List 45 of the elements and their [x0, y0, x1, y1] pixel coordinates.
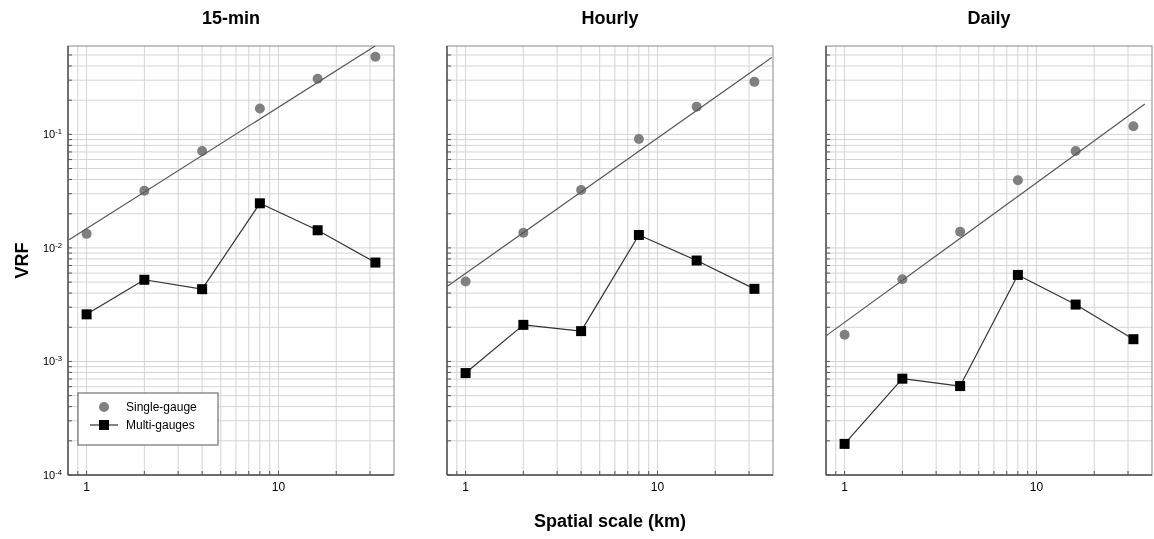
y-axis-title: VRF	[12, 242, 32, 279]
x-tick-label: 10	[271, 480, 286, 494]
point	[633, 229, 644, 240]
x-tick-label: 1	[462, 480, 470, 494]
point	[197, 284, 208, 295]
point	[1012, 269, 1023, 280]
y-tick-label: 10$^{-3}$	[42, 353, 62, 368]
point	[1128, 334, 1139, 345]
point	[518, 319, 529, 330]
point	[370, 51, 381, 62]
point	[1070, 299, 1081, 310]
point	[81, 309, 92, 320]
point	[633, 134, 644, 145]
point	[839, 438, 850, 449]
x-tick-label: 1	[83, 480, 91, 494]
point	[691, 255, 702, 266]
y-tick-label: 10$^{-2}$	[42, 240, 62, 254]
x-tick-label: 1	[841, 480, 849, 494]
point	[460, 276, 471, 287]
y-tick-label: 10$^{-1}$	[42, 126, 62, 141]
point	[749, 283, 760, 294]
x-tick-label: 10	[650, 480, 665, 494]
point	[81, 228, 92, 239]
y-tick-label: 10$^{-4}$	[42, 467, 63, 481]
legend-label: Single-gauge	[126, 400, 198, 414]
point	[254, 198, 265, 209]
point	[897, 373, 908, 384]
point	[1012, 175, 1023, 186]
x-axis-title: Spatial scale (km)	[533, 511, 687, 531]
chart-title: Daily	[967, 8, 1011, 28]
point	[839, 329, 850, 340]
point	[139, 274, 150, 285]
chart-title: 15-min	[201, 8, 261, 28]
point	[370, 257, 381, 268]
x-tick-label: 10	[1029, 480, 1044, 494]
point	[460, 368, 471, 379]
point	[1128, 121, 1139, 132]
point	[955, 381, 966, 392]
chart-title: Hourly	[581, 8, 639, 28]
point	[312, 225, 323, 236]
point	[749, 76, 760, 87]
point	[576, 326, 587, 337]
point	[254, 103, 265, 114]
legend-label: Multi-gauges	[126, 418, 195, 432]
point	[955, 226, 966, 237]
